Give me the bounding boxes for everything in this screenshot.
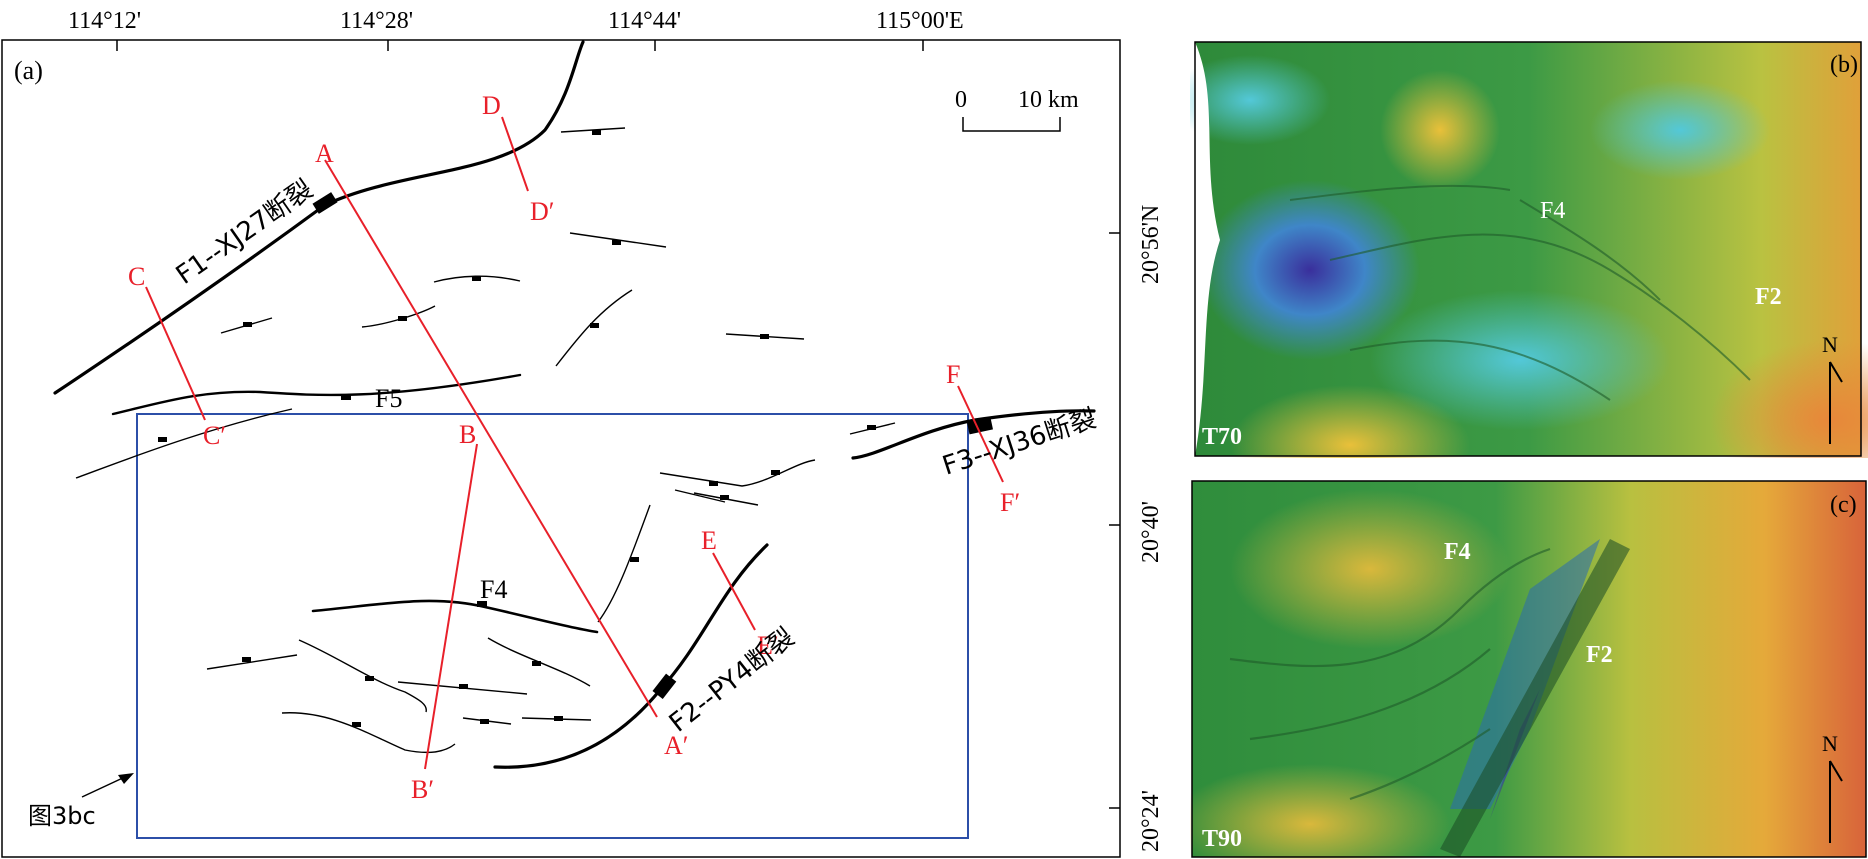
fault-f5-trace [111, 373, 522, 416]
fault-throw-marker [477, 601, 487, 607]
fault-throw-marker [341, 394, 351, 400]
horizon-label: T90 [1202, 826, 1242, 852]
fault-throw-marker [398, 316, 407, 321]
profile-label: C [128, 262, 145, 291]
t90-surface-frame [1191, 480, 1867, 858]
fault-throw-marker [352, 722, 361, 727]
fault-throw-marker [867, 425, 876, 430]
fault-throw-marker [243, 322, 252, 327]
t70-surface-panel: (b) T70 F4 F2 N [1190, 41, 1868, 458]
fault-f1-label: F1--XJ27断裂 [171, 175, 319, 291]
fault-throw-marker [652, 673, 677, 699]
profile-label: B′ [411, 775, 434, 804]
fault-throw-marker [967, 417, 993, 435]
inset-area-box [136, 413, 969, 839]
lat-tick-label: 20°56'N [1138, 205, 1164, 284]
panel-label: (c) [1830, 492, 1857, 518]
profile-line-b [424, 443, 478, 770]
scale-bar-distance: 10 km [1018, 87, 1079, 113]
minor-fault [298, 639, 427, 713]
profile-label: E′ [757, 631, 779, 660]
inset-arrowhead [118, 773, 134, 784]
fault-throw-marker [709, 481, 718, 486]
profile-label: B [459, 420, 476, 449]
t70-surface-frame [1194, 41, 1862, 457]
scale-bar: 0 10 km [955, 87, 1079, 132]
fault-throw-marker [365, 676, 374, 681]
inset-arrow [81, 775, 128, 798]
profile-label: E [701, 526, 717, 555]
lat-tick-label: 20°40' [1138, 501, 1164, 563]
north-label: N [1822, 731, 1838, 756]
fault-f4-label: F4 [1540, 198, 1565, 224]
profile-label: F′ [1000, 488, 1020, 517]
fault-f4-label: F4 [480, 575, 507, 604]
panel-label: (b) [1830, 52, 1858, 78]
north-arrow: N [1822, 731, 1843, 843]
minor-fault [75, 408, 293, 479]
fault-map-panel: 114°12' 114°28' 114°44' 115°00'E 20°56'N… [1, 8, 1164, 858]
fault-throw-marker [472, 276, 481, 281]
north-arrow: N [1822, 332, 1843, 444]
fault-throw-marker [242, 657, 251, 662]
minor-fault [659, 459, 816, 487]
t90-surface-panel: (c) T90 F4 F2 N [1190, 480, 1867, 859]
minor-fault [597, 504, 651, 623]
scale-bar-zero: 0 [955, 87, 967, 113]
north-label: N [1822, 332, 1838, 357]
profile-label: D [482, 91, 501, 120]
fault-throw-marker [532, 661, 541, 666]
profile-line-e [712, 552, 756, 631]
profile-line-f [957, 385, 1004, 483]
lon-tick-label: 114°44' [608, 8, 681, 34]
inset-note: 图3bc [28, 802, 96, 830]
minor-fault [281, 712, 456, 754]
fault-throw-marker [771, 470, 780, 475]
profile-line-d [501, 116, 529, 192]
fault-throw-marker [312, 192, 338, 214]
profile-label: F [946, 360, 960, 389]
fault-f1-trace [53, 40, 585, 395]
fault-f2-label: F2--PY4断裂 [664, 623, 801, 739]
profile-line-a [324, 159, 658, 718]
lat-tick-label: 20°24' [1138, 790, 1164, 852]
fault-throw-marker [760, 334, 769, 339]
fault-throw-marker [720, 495, 729, 500]
profile-line-c [145, 286, 206, 421]
fault-f2-label: F2 [1755, 284, 1782, 310]
lon-tick-label: 115°00'E [876, 8, 964, 34]
fault-throw-marker [592, 130, 601, 135]
profile-label: C′ [203, 421, 226, 450]
fault-throw-marker [630, 557, 639, 562]
fault-throw-marker [554, 716, 563, 721]
fault-throw-marker [459, 684, 468, 689]
fault-f2-label: F2 [1586, 642, 1613, 668]
fault-throw-marker [590, 323, 599, 328]
profile-label: A′ [664, 731, 688, 760]
minor-fault [206, 654, 298, 670]
panel-label: (a) [14, 56, 43, 85]
lon-tick-label: 114°28' [340, 8, 413, 34]
lon-tick-label: 114°12' [68, 8, 141, 34]
map-frame [1, 39, 1121, 858]
fault-f5-label: F5 [375, 384, 402, 413]
fault-throw-marker [480, 719, 489, 724]
profile-label: D′ [530, 197, 554, 226]
fault-throw-marker [158, 437, 167, 442]
fault-f4-trace [311, 599, 599, 634]
fault-f4-label: F4 [1444, 539, 1471, 565]
profile-label: A [315, 139, 334, 168]
horizon-label: T70 [1202, 424, 1242, 450]
minor-fault [674, 489, 726, 503]
fault-throw-marker [612, 240, 621, 245]
